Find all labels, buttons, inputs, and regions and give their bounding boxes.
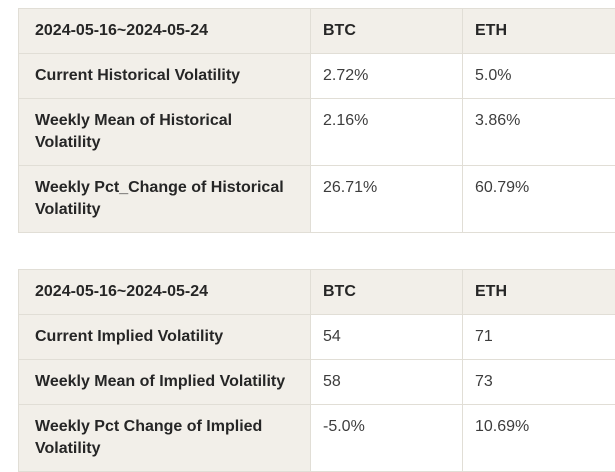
btc-value: -5.0% (311, 405, 463, 472)
btc-value: 2.16% (311, 99, 463, 166)
period-header: 2024-05-16~2024-05-24 (19, 9, 311, 54)
btc-value: 54 (311, 315, 463, 360)
table-row: Current Implied Volatility 54 71 (19, 315, 615, 360)
row-label: Current Historical Volatility (19, 54, 311, 99)
btc-column-header: BTC (311, 270, 463, 315)
historical-volatility-table: 2024-05-16~2024-05-24 BTC ETH Current Hi… (18, 8, 615, 233)
row-label: Weekly Pct_Change of Historical Volatili… (19, 166, 311, 233)
eth-column-header: ETH (463, 270, 615, 315)
period-header: 2024-05-16~2024-05-24 (19, 270, 311, 315)
btc-value: 58 (311, 360, 463, 405)
eth-value: 73 (463, 360, 615, 405)
eth-value: 5.0% (463, 54, 615, 99)
table-header-row: 2024-05-16~2024-05-24 BTC ETH (19, 270, 615, 315)
eth-value: 3.86% (463, 99, 615, 166)
eth-value: 71 (463, 315, 615, 360)
btc-column-header: BTC (311, 9, 463, 54)
table-row: Current Historical Volatility 2.72% 5.0% (19, 54, 615, 99)
table-row: Weekly Pct Change of Implied Volatility … (19, 405, 615, 472)
eth-value: 60.79% (463, 166, 615, 233)
table-row: Weekly Mean of Historical Volatility 2.1… (19, 99, 615, 166)
table-header-row: 2024-05-16~2024-05-24 BTC ETH (19, 9, 615, 54)
eth-column-header: ETH (463, 9, 615, 54)
row-label: Weekly Mean of Historical Volatility (19, 99, 311, 166)
row-label: Current Implied Volatility (19, 315, 311, 360)
btc-value: 26.71% (311, 166, 463, 233)
row-label: Weekly Mean of Implied Volatility (19, 360, 311, 405)
table-row: Weekly Mean of Implied Volatility 58 73 (19, 360, 615, 405)
implied-volatility-table: 2024-05-16~2024-05-24 BTC ETH Current Im… (18, 269, 615, 472)
row-label: Weekly Pct Change of Implied Volatility (19, 405, 311, 472)
btc-value: 2.72% (311, 54, 463, 99)
eth-value: 10.69% (463, 405, 615, 472)
table-row: Weekly Pct_Change of Historical Volatili… (19, 166, 615, 233)
